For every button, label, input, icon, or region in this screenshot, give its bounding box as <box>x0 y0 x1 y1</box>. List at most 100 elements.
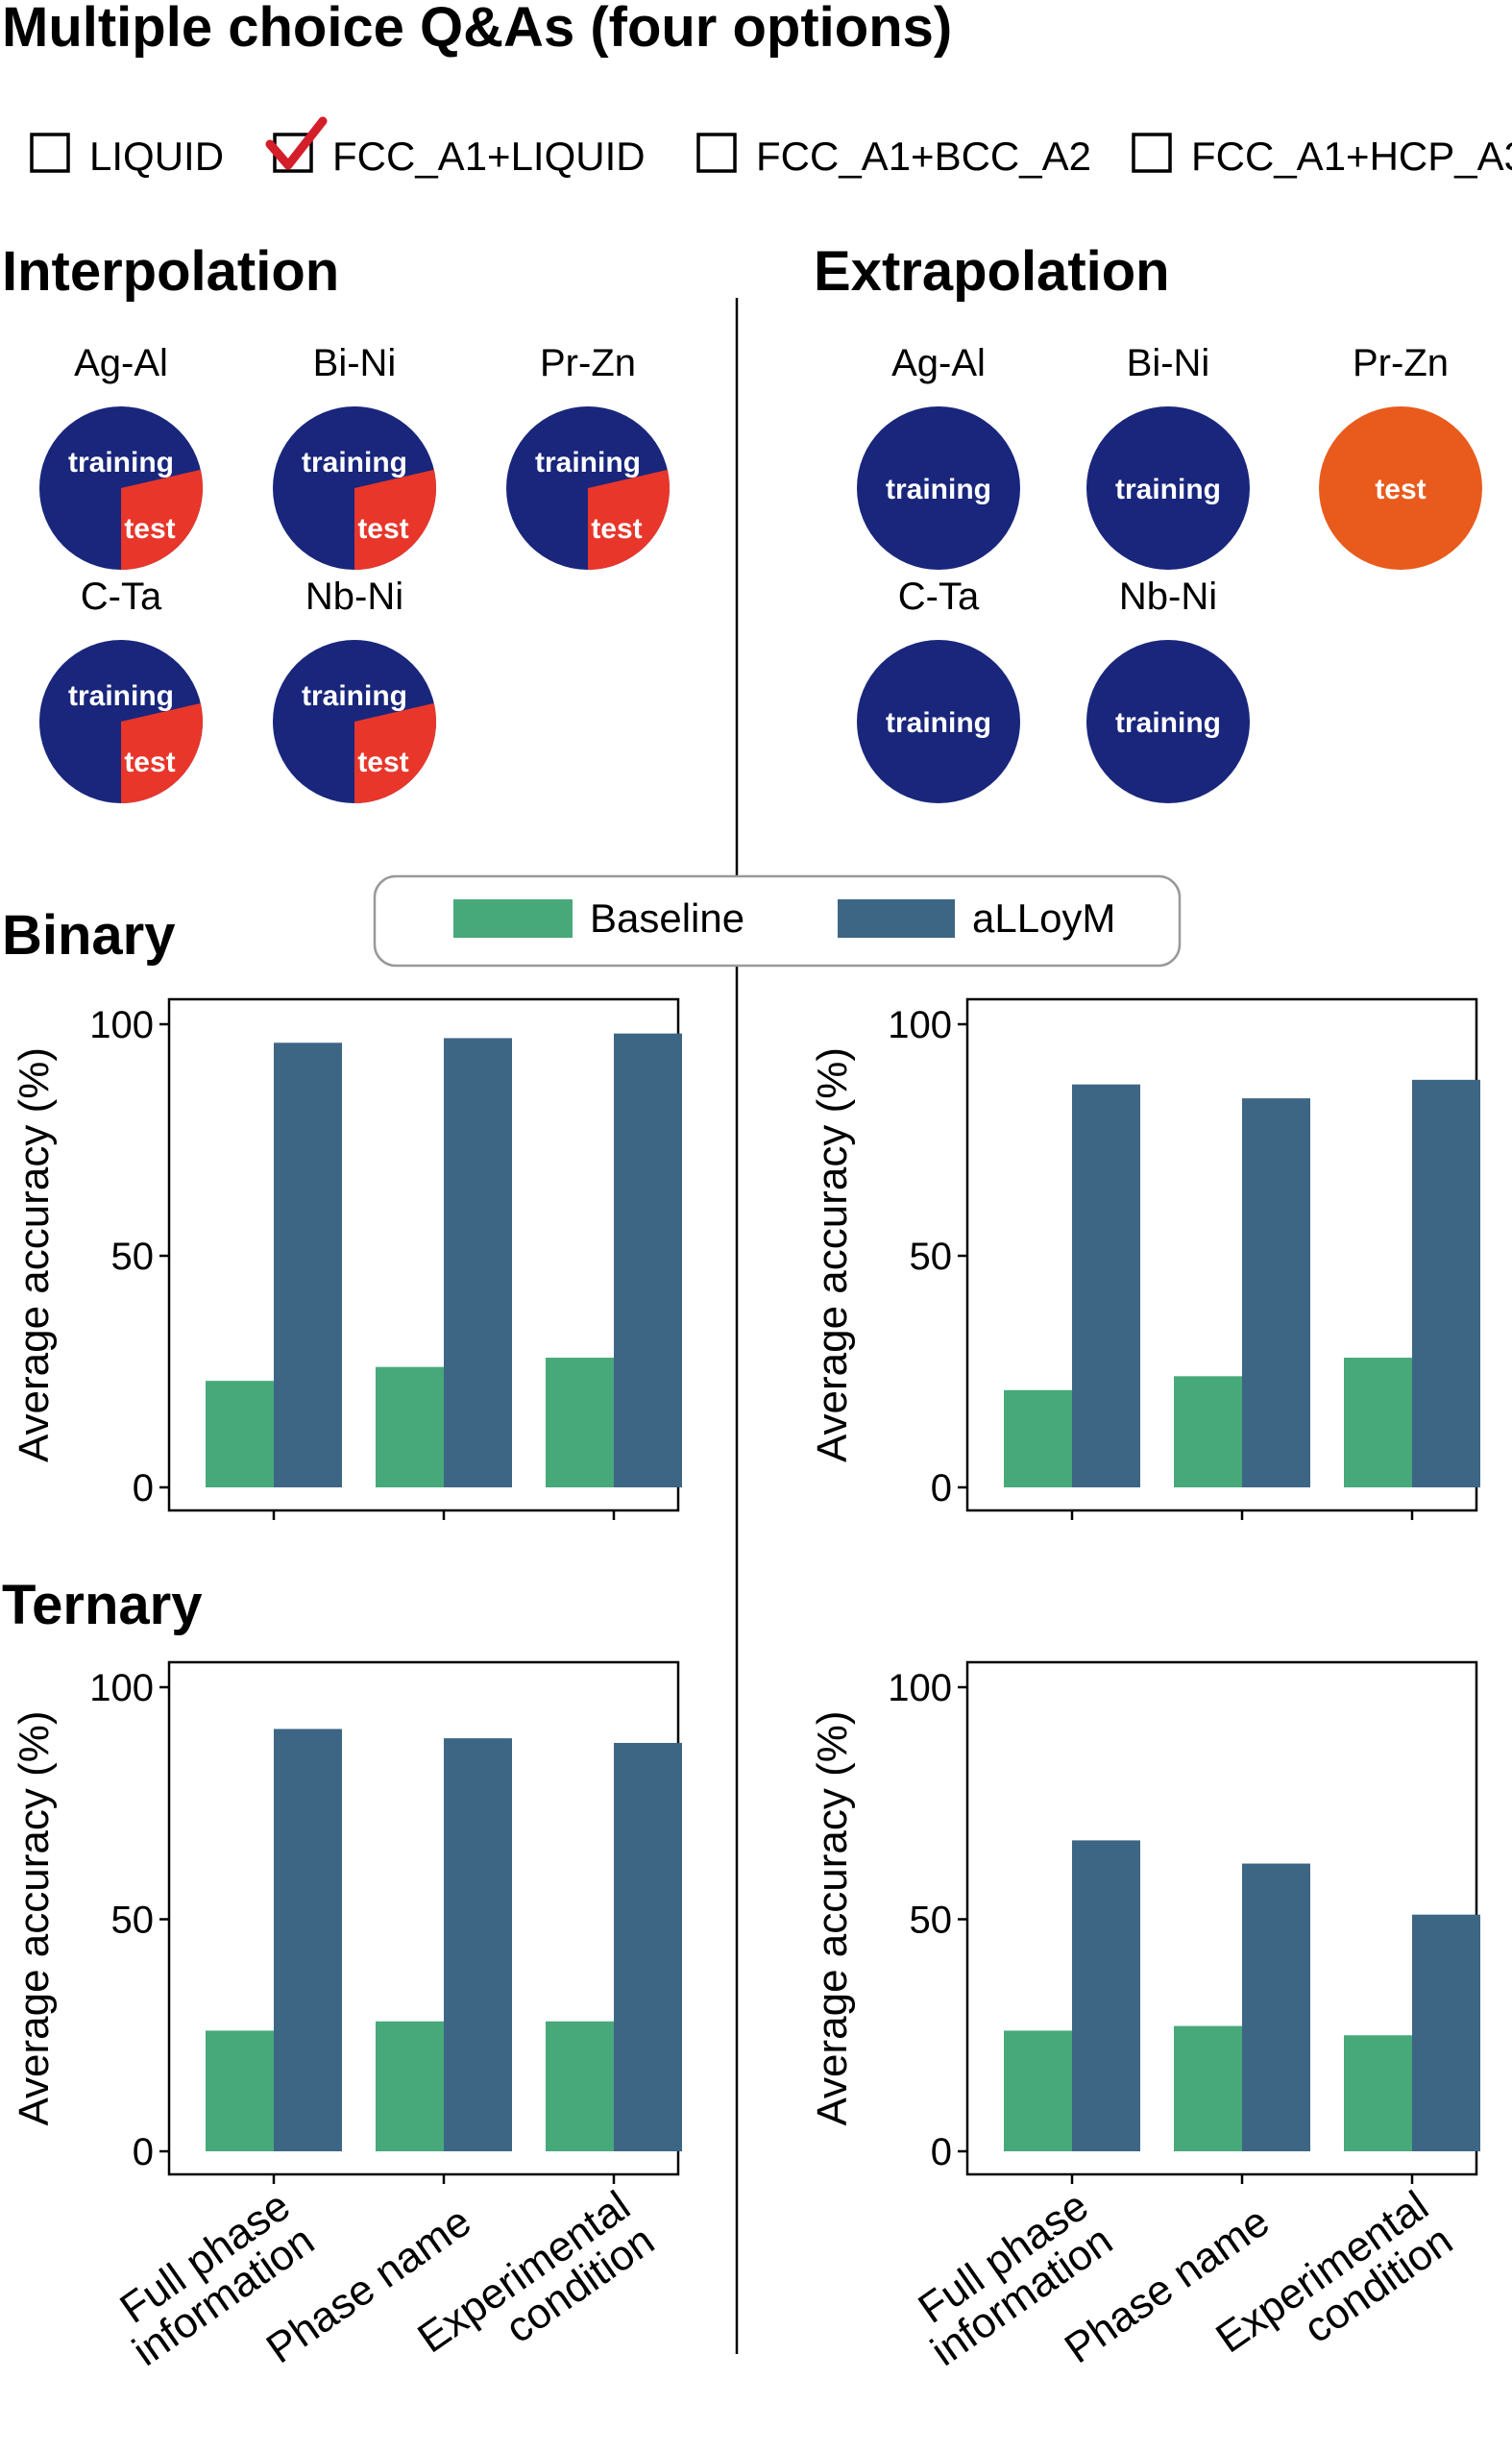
legend-box <box>373 874 1182 968</box>
bar-baseline <box>546 2021 614 2151</box>
bar-alloym <box>1412 1914 1480 2151</box>
pie-title: Ag-Al <box>891 342 986 384</box>
pie-slice-training <box>857 640 1020 803</box>
pie-label-training: training <box>1115 474 1221 505</box>
y-tick-label: 50 <box>910 1900 953 1942</box>
y-tick-label: 0 <box>931 2131 952 2173</box>
pie-title: Pr-Zn <box>1353 342 1449 384</box>
bar-baseline <box>1344 2035 1412 2151</box>
bar-baseline <box>206 2030 274 2151</box>
bar-alloym <box>614 1033 682 1487</box>
y-tick-label: 100 <box>89 1004 154 1046</box>
checkmark-icon <box>265 116 328 170</box>
figure-title: Multiple choice Q&As (four options) <box>2 0 952 59</box>
pie-slice-training <box>1086 406 1250 570</box>
pie-label-training: training <box>68 447 174 478</box>
pie-title: Pr-Zn <box>540 342 636 384</box>
extrapolation-pies: Ag-Al training Bi-Ni training Pr-Zn test C-Ta t… <box>857 342 1482 803</box>
bar-alloym <box>1412 1079 1480 1487</box>
checkbox-fcc-bcc[interactable] <box>696 133 737 173</box>
pie-bi-ni: Bi-Ni training <box>1086 342 1250 570</box>
row-label-binary: Binary <box>2 904 176 967</box>
pie-c-ta: C-Ta training <box>857 576 1020 803</box>
chart-binary-extrapolation: 0 50 100 Average accuracy (%) <box>809 997 1480 1520</box>
checkbox-fcc-hcp[interactable] <box>1132 133 1172 173</box>
y-axis-label: Average accuracy (%) <box>809 1710 856 2125</box>
pie-label-test: test <box>124 747 175 778</box>
legend-label-alloym: aLLoyM <box>972 895 1115 941</box>
pie-label-test: test <box>591 513 642 545</box>
pie-label-training: training <box>302 680 407 712</box>
pie-slice-training <box>857 406 1020 570</box>
option-liquid[interactable]: LIQUID <box>30 133 224 179</box>
bar-alloym <box>1242 1863 1310 2151</box>
pie-slice-test <box>121 469 203 570</box>
pie-ag-al: Ag-Al training <box>857 342 1020 570</box>
pie-label-test: test <box>357 513 408 545</box>
bar-alloym <box>274 1729 342 2151</box>
legend: Baseline aLLoyM <box>373 874 1182 968</box>
y-tick-label: 0 <box>133 1467 154 1509</box>
bar-baseline <box>1004 1389 1072 1487</box>
pie-title: Bi-Ni <box>313 342 397 384</box>
pie-slice-test <box>354 702 436 803</box>
pie-title: C-Ta <box>81 576 162 618</box>
pie-label-training: training <box>886 707 991 739</box>
pie-slice-test <box>354 469 436 570</box>
bar-alloym <box>1072 1840 1140 2151</box>
legend-label-baseline: Baseline <box>590 895 744 941</box>
option-label-fcc-bcc: FCC_A1+BCC_A2 <box>756 134 1091 179</box>
bar-baseline <box>1344 1358 1412 1487</box>
legend-swatch-baseline <box>453 899 573 938</box>
bar-baseline <box>206 1381 274 1487</box>
y-tick-label: 100 <box>89 1667 154 1709</box>
bar-baseline <box>376 2021 444 2151</box>
bar-baseline <box>376 1366 444 1487</box>
bar-alloym <box>274 1043 342 1487</box>
bar-alloym <box>1242 1098 1310 1487</box>
interpolation-pies: Ag-Al training test Bi-Ni training test Pr-Zn t… <box>39 342 670 803</box>
pie-bi-ni: Bi-Ni training test <box>273 342 436 570</box>
pie-pr-zn: Pr-Zn training test <box>506 342 670 570</box>
pie-slice-training <box>1086 640 1250 803</box>
chart-binary-interpolation: 0 50 100 Average accuracy (%) <box>11 997 682 1520</box>
option-fcc-hcp[interactable]: FCC_A1+HCP_A3 <box>1132 133 1512 179</box>
y-tick-label: 50 <box>111 1900 155 1942</box>
y-tick-label: 100 <box>888 1004 952 1046</box>
pie-label-training: training <box>302 447 407 478</box>
pie-slice-test <box>1319 406 1482 570</box>
option-label-fcc-liquid: FCC_A1+LIQUID <box>332 134 646 179</box>
checkbox-liquid[interactable] <box>30 133 70 173</box>
y-axis-label: Average accuracy (%) <box>809 1047 856 1462</box>
bar-alloym <box>444 1738 512 2151</box>
pie-title: Ag-Al <box>74 342 168 384</box>
row-label-ternary: Ternary <box>2 1574 202 1636</box>
bar-alloym <box>1072 1084 1140 1487</box>
pie-slice-test <box>588 469 670 570</box>
bar-alloym <box>614 1742 682 2151</box>
section-extrapolation: Extrapolation <box>814 240 1170 303</box>
pie-title: Bi-Ni <box>1127 342 1210 384</box>
pie-label-test: test <box>357 747 408 778</box>
pie-pr-zn: Pr-Zn test <box>1319 342 1482 570</box>
bar-baseline <box>1004 2030 1072 2151</box>
y-tick-label: 50 <box>111 1236 155 1278</box>
section-interpolation: Interpolation <box>2 240 339 303</box>
pie-label-test: test <box>1375 474 1426 505</box>
y-axis-label: Average accuracy (%) <box>11 1710 58 2125</box>
pie-label-training: training <box>535 447 641 478</box>
bar-baseline <box>1174 2025 1242 2151</box>
y-tick-label: 50 <box>910 1236 953 1278</box>
pie-label-training: training <box>1115 707 1221 739</box>
y-axis-label: Average accuracy (%) <box>11 1047 58 1462</box>
pie-c-ta: C-Ta training test <box>39 576 203 803</box>
option-fcc-liquid[interactable]: FCC_A1+LIQUID <box>265 116 646 179</box>
pie-nb-ni: Nb-Ni training test <box>273 576 436 803</box>
y-tick-label: 100 <box>888 1667 952 1709</box>
pie-label-training: training <box>886 474 991 505</box>
pie-slice-test <box>121 702 203 803</box>
pie-ag-al: Ag-Al training test <box>39 342 203 570</box>
option-fcc-bcc[interactable]: FCC_A1+BCC_A2 <box>696 133 1091 179</box>
